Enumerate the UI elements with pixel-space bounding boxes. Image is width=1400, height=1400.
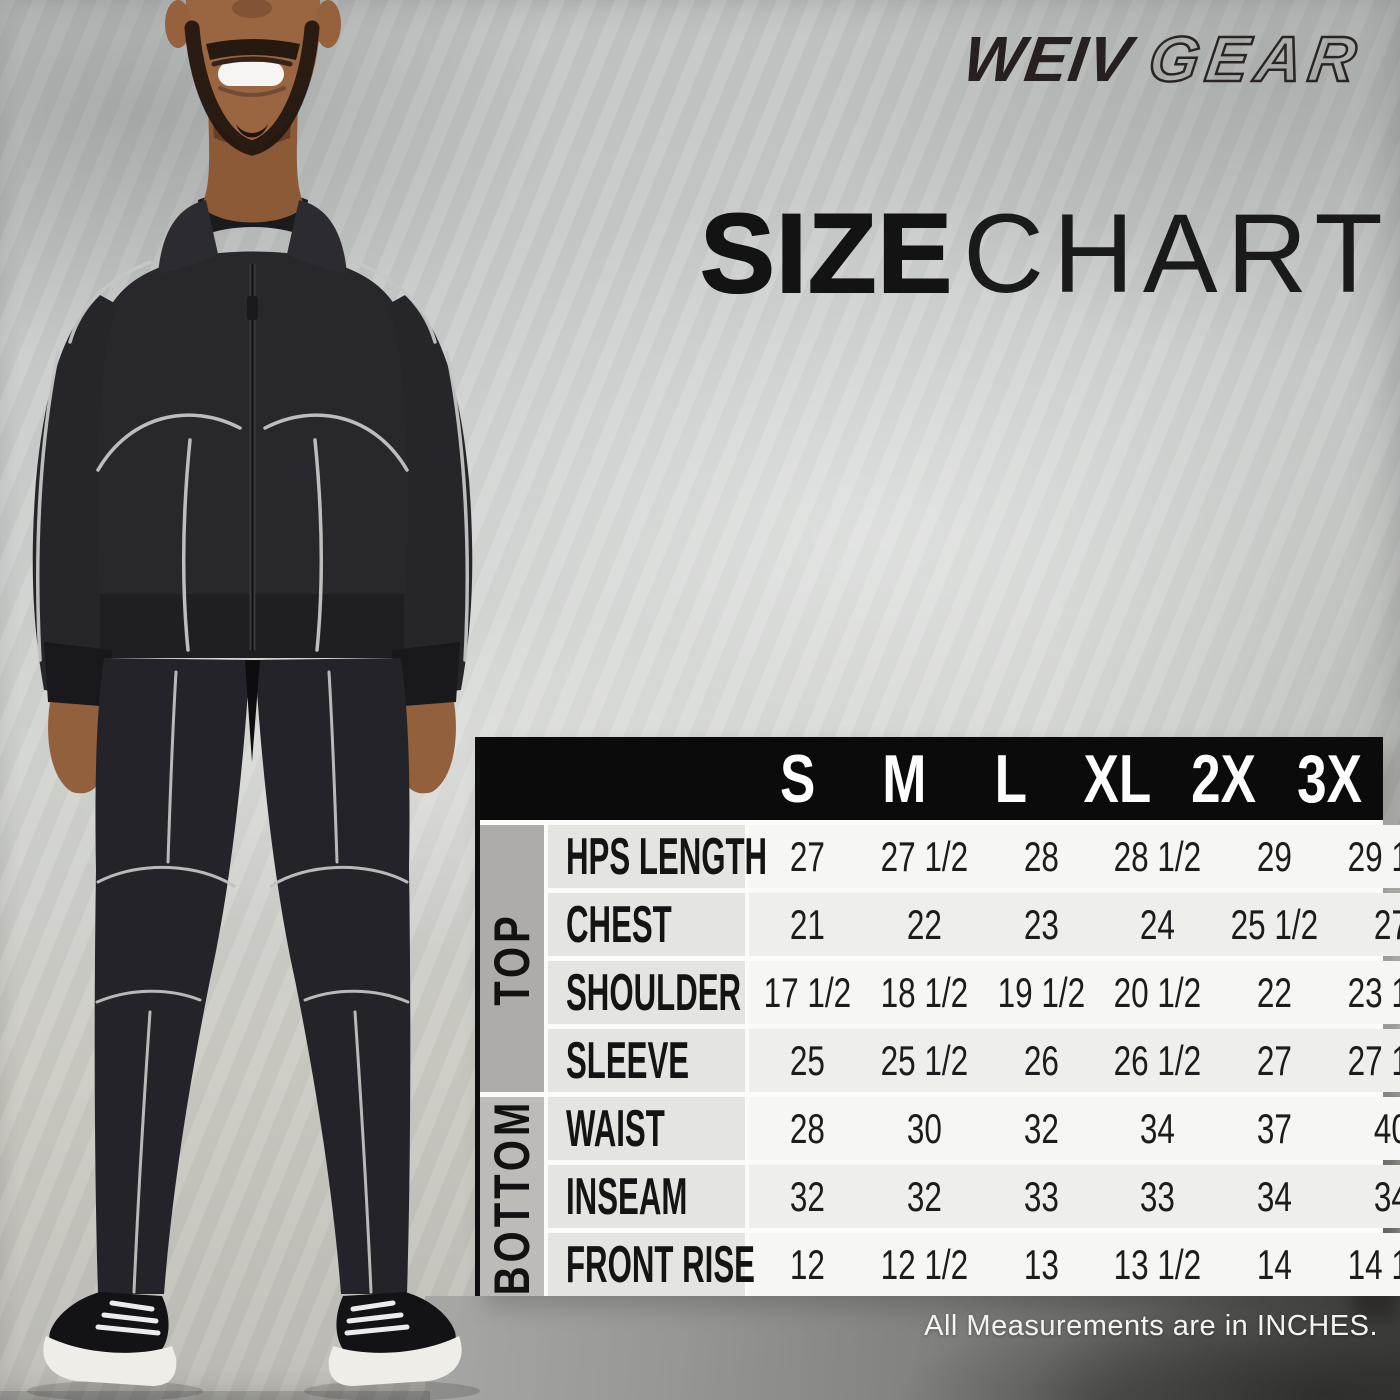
column-header-2x: 2X bbox=[1191, 740, 1256, 817]
size-value: 20 1/2 bbox=[1099, 961, 1217, 1024]
size-value: 22 bbox=[865, 893, 983, 956]
size-value: 32 bbox=[982, 1097, 1100, 1160]
size-value: 37 bbox=[1216, 1097, 1333, 1160]
size-value: 28 bbox=[745, 1097, 866, 1160]
size-value: 28 bbox=[982, 825, 1100, 888]
size-value: 27 1/2 bbox=[1332, 1029, 1400, 1092]
size-value: 30 bbox=[865, 1097, 983, 1160]
column-header-s: S bbox=[780, 740, 816, 817]
size-value: 32 bbox=[865, 1165, 983, 1228]
size-value: 27 1/2 bbox=[865, 825, 983, 888]
size-value: 17 1/2 bbox=[745, 961, 866, 1024]
size-value: 12 1/2 bbox=[865, 1233, 983, 1296]
model-pants bbox=[94, 658, 411, 1294]
size-value: 23 bbox=[982, 893, 1100, 956]
size-value: 29 1/2 bbox=[1332, 825, 1400, 888]
units-note: All Measurements are in INCHES. bbox=[924, 1310, 1378, 1342]
model-photo bbox=[0, 0, 480, 1400]
size-value: 33 bbox=[1099, 1165, 1217, 1228]
size-value: 25 1/2 bbox=[865, 1029, 983, 1092]
column-header-3x: 3X bbox=[1297, 740, 1363, 817]
row-group-top: TOP bbox=[480, 825, 544, 1092]
size-value: 32 bbox=[745, 1165, 866, 1228]
title-chart: CHART bbox=[963, 191, 1392, 316]
measure-label-waist: WAIST bbox=[544, 1097, 745, 1160]
size-value: 22 bbox=[1216, 961, 1333, 1024]
size-value: 28 1/2 bbox=[1099, 825, 1217, 888]
size-value: 23 1/2 bbox=[1332, 961, 1400, 1024]
size-value: 26 1/2 bbox=[1099, 1029, 1217, 1092]
measure-label-sleeve: SLEEVE bbox=[544, 1029, 745, 1092]
row-group-bottom: BOTTOM bbox=[480, 1097, 544, 1296]
size-value: 34 bbox=[1216, 1165, 1333, 1228]
measure-label-shoulder: SHOULDER bbox=[544, 961, 745, 1024]
size-value: 27 bbox=[1332, 893, 1400, 956]
size-value: 24 bbox=[1099, 893, 1217, 956]
model-head bbox=[165, 0, 341, 223]
measure-label-front-rise: FRONT RISE bbox=[544, 1233, 755, 1296]
size-value: 40 bbox=[1332, 1097, 1400, 1160]
size-value: 14 1/2 bbox=[1332, 1233, 1400, 1296]
measure-label-inseam: INSEAM bbox=[544, 1165, 745, 1228]
size-value: 26 bbox=[982, 1029, 1100, 1092]
measure-label-hps-length: HPS LENGTH bbox=[544, 825, 767, 888]
size-value: 29 bbox=[1216, 825, 1333, 888]
size-value: 13 1/2 bbox=[1099, 1233, 1217, 1296]
brand-logo: WEIV GEAR bbox=[958, 22, 1369, 97]
size-value: 21 bbox=[745, 893, 866, 956]
size-table: S M L XL 2X 3X TOP HPS LENGTH 27 27 1/2 28 28 1/2 2… bbox=[475, 737, 1400, 1296]
size-value: 25 1/2 bbox=[1216, 893, 1333, 956]
page-title: SIZECHART bbox=[699, 197, 1392, 311]
size-value: 27 bbox=[745, 825, 866, 888]
size-value: 34 bbox=[1099, 1097, 1217, 1160]
model-jacket bbox=[32, 200, 473, 794]
column-header-m: M bbox=[882, 740, 927, 817]
title-size: SIZE bbox=[699, 191, 954, 316]
column-header-xl: XL bbox=[1083, 740, 1152, 817]
size-value: 13 bbox=[982, 1233, 1100, 1296]
size-value: 18 1/2 bbox=[865, 961, 983, 1024]
bottom-edge-shade bbox=[0, 1391, 430, 1400]
brand-weiv: WEIV bbox=[958, 23, 1137, 95]
size-value: 33 bbox=[982, 1165, 1100, 1228]
measure-label-chest: CHEST bbox=[544, 893, 745, 956]
column-header-l: L bbox=[994, 740, 1028, 817]
size-value: 19 1/2 bbox=[982, 961, 1100, 1024]
size-value: 12 bbox=[745, 1233, 866, 1296]
size-value: 25 bbox=[745, 1029, 866, 1092]
size-value: 34 bbox=[1332, 1165, 1400, 1228]
floor-band bbox=[425, 1296, 1400, 1400]
model-shoes bbox=[43, 1292, 462, 1386]
model-illustration bbox=[27, 0, 480, 1400]
size-value: 14 bbox=[1216, 1233, 1333, 1296]
brand-gear: GEAR bbox=[1143, 22, 1369, 97]
size-value: 27 bbox=[1216, 1029, 1333, 1092]
size-table-header: S M L XL 2X 3X bbox=[480, 737, 1383, 820]
